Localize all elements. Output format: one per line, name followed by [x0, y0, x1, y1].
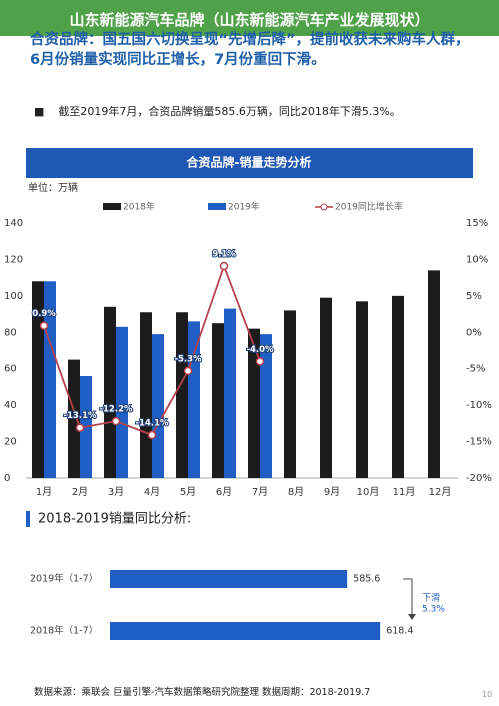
data-label: -13.1%	[63, 411, 96, 421]
y-tick-label: 0	[4, 473, 10, 484]
chart-title: 2018-2019销量同比分析:	[38, 512, 191, 527]
data-label: -4.0%	[246, 345, 274, 355]
bar	[392, 295, 404, 478]
data-label: 0.9%	[32, 309, 56, 319]
y2-tick-label: -10%	[466, 400, 492, 411]
x-tick-label: 7月	[252, 486, 268, 498]
legend-swatch	[320, 203, 328, 211]
y2-tick-label: -5%	[466, 364, 485, 375]
y-tick-label: 20	[4, 437, 17, 448]
line-point	[255, 357, 265, 366]
bar	[428, 270, 440, 478]
line-point	[111, 416, 121, 426]
bar	[212, 323, 224, 478]
bar	[188, 321, 200, 478]
x-tick-label: 2月	[72, 486, 88, 498]
bar	[44, 281, 56, 478]
data-label: 9.1%	[212, 249, 236, 259]
annotation: 下滑	[422, 593, 440, 604]
section-marker	[26, 511, 30, 527]
x-tick-label: 8月	[288, 486, 304, 498]
y-tick-label: 80	[4, 327, 17, 338]
data-label: -5.3%	[174, 354, 202, 364]
chart-title-band	[26, 148, 473, 178]
bar	[152, 334, 164, 478]
line-point	[75, 423, 85, 432]
footer-source: 数据来源：乘联会 巨量引擎-汽车数据策略研究院整理 数据周期：2018-2019…	[34, 687, 371, 698]
legend-label: 2018年	[123, 201, 155, 213]
page-number: 10	[482, 690, 493, 699]
heading: 合资品牌：国五国六切换呈现“先增后降”，提前收获未来购车人群，6月份销量实现同比…	[30, 32, 470, 68]
line-point	[219, 261, 229, 271]
y2-tick-label: 10%	[466, 254, 488, 265]
y-tick-label: 100	[4, 291, 23, 302]
bar	[110, 622, 381, 640]
bar	[284, 310, 296, 478]
bar	[176, 312, 188, 478]
x-tick-label: 1月	[36, 486, 52, 498]
y2-tick-label: -15%	[466, 437, 492, 448]
banner: 山东新能源汽车品牌（山东新能源汽车产业发展现状）	[0, 0, 499, 36]
x-tick-label: 6月	[216, 486, 232, 498]
y2-tick-label: 0%	[466, 327, 482, 338]
annotation-arrow	[408, 614, 416, 620]
x-tick-label: 9月	[324, 486, 340, 498]
annotation: 5.3%	[422, 605, 445, 615]
bar	[356, 301, 368, 478]
x-tick-label: 11月	[393, 486, 416, 498]
legend-swatch	[103, 203, 121, 210]
bar	[104, 306, 116, 478]
y2-tick-label: -20%	[466, 473, 492, 484]
category-label: 2018年（1-7）	[30, 625, 98, 637]
x-tick-label: 4月	[144, 486, 160, 498]
bar	[248, 328, 260, 478]
legend-label: 2019同比增长率	[335, 201, 403, 213]
bar	[32, 281, 44, 478]
x-tick-label: 3月	[108, 486, 124, 498]
y-tick-label: 40	[4, 400, 17, 411]
y-tick-label: 60	[4, 364, 17, 375]
data-label: -12.2%	[99, 405, 132, 415]
line-point	[183, 366, 193, 376]
y2-tick-label: 5%	[466, 291, 482, 302]
bar	[224, 308, 236, 478]
data-label: -14.1%	[135, 419, 168, 429]
y-tick-label: 120	[4, 254, 23, 265]
line-point	[147, 430, 157, 440]
legend-label: 2019年	[228, 201, 260, 213]
bar	[260, 334, 272, 478]
chart-title: 合资品牌-销量走势分析	[187, 155, 312, 170]
x-tick-label: 12月	[429, 486, 452, 498]
bar	[140, 312, 152, 478]
x-tick-label: 10月	[357, 486, 380, 498]
bar	[68, 359, 80, 478]
data-label: 618.4	[386, 626, 413, 637]
line-point	[39, 321, 49, 330]
data-label: 585.6	[353, 574, 380, 585]
category-label: 2019年（1-7）	[30, 573, 98, 585]
bar	[110, 570, 348, 588]
legend-swatch	[208, 203, 226, 210]
y2-tick-label: 15%	[466, 218, 488, 229]
bar	[116, 326, 128, 478]
x-tick-label: 5月	[180, 486, 196, 498]
bullet: ■ 截至2019年7月，合资品牌销量585.6万辆，同比2018年下滑5.3%。	[34, 105, 401, 118]
y-tick-label: 140	[4, 218, 23, 229]
bar	[320, 297, 332, 478]
unit-label: 单位：万辆	[28, 181, 78, 194]
bullet-text: 截至2019年7月，合资品牌销量585.6万辆，同比2018年下滑5.3%。	[58, 105, 401, 118]
